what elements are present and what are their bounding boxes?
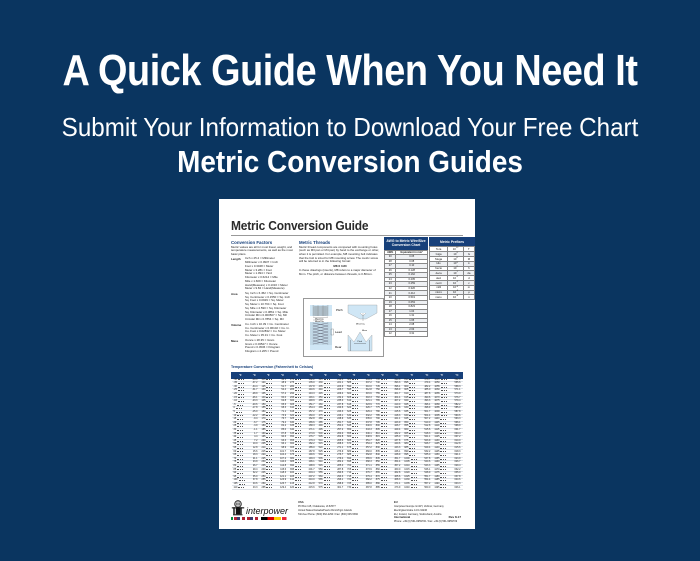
svg-text:interpower: interpower (246, 506, 289, 516)
svg-text:Minor: Minor (362, 330, 367, 332)
svg-text:Lead: Lead (335, 330, 342, 334)
svg-text:Minor Dia.: Minor Dia. (356, 324, 366, 326)
svg-text:Pitch: Pitch (358, 340, 362, 343)
svg-text:Pitch: Pitch (336, 308, 343, 312)
svg-text:Rear: Rear (335, 345, 342, 349)
